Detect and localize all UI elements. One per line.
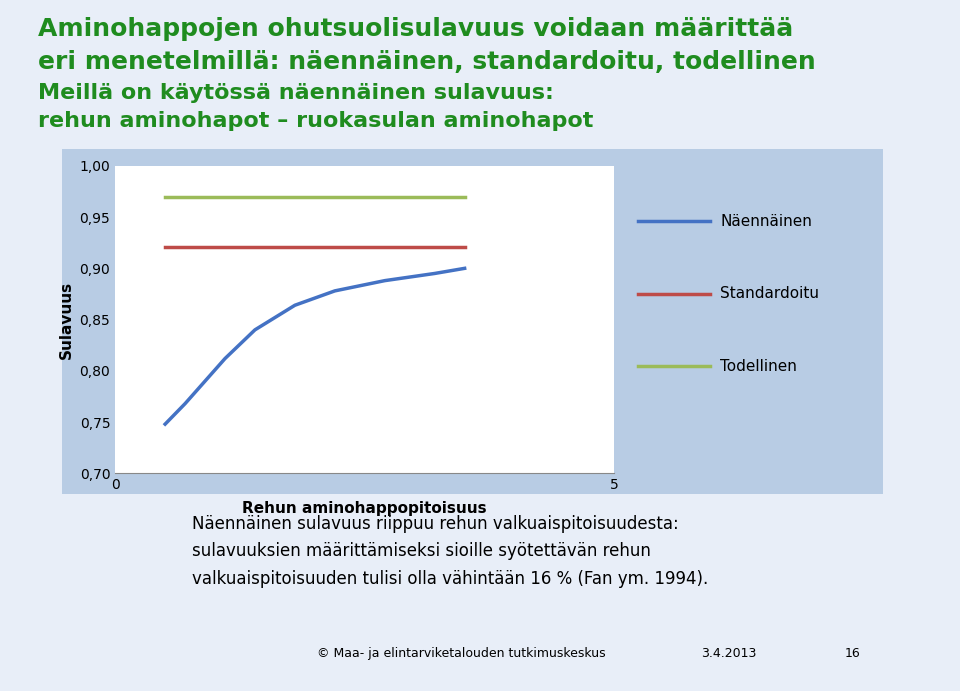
- X-axis label: Rehun aminohappopitoisuus: Rehun aminohappopitoisuus: [243, 500, 487, 515]
- Text: Aminohappojen ohutsuolisulavuus voidaan määrittää: Aminohappojen ohutsuolisulavuus voidaan …: [38, 17, 794, 41]
- Text: 16: 16: [845, 647, 860, 660]
- Text: valkuaispitoisuuden tulisi olla vähintään 16 % (Fan ym. 1994).: valkuaispitoisuuden tulisi olla vähintää…: [192, 570, 708, 588]
- Y-axis label: Sulavuus: Sulavuus: [59, 281, 74, 359]
- Text: rehun aminohapot – ruokasulan aminohapot: rehun aminohapot – ruokasulan aminohapot: [38, 111, 594, 131]
- Text: Näennäinen sulavuus riippuu rehun valkuaispitoisuudesta:: Näennäinen sulavuus riippuu rehun valkua…: [192, 515, 679, 533]
- Text: sulavuuksien määrittämiseksi sioille syötettävän rehun: sulavuuksien määrittämiseksi sioille syö…: [192, 542, 651, 560]
- Text: © Maa- ja elintarviketalouden tutkimuskeskus: © Maa- ja elintarviketalouden tutkimuske…: [317, 647, 606, 660]
- Text: Todellinen: Todellinen: [720, 359, 797, 374]
- Text: eri menetelmillä: näennäinen, standardoitu, todellinen: eri menetelmillä: näennäinen, standardoi…: [38, 50, 816, 74]
- Text: Näennäinen: Näennäinen: [720, 214, 812, 229]
- Text: Standardoitu: Standardoitu: [720, 286, 819, 301]
- Text: Meillä on käytössä näennäinen sulavuus:: Meillä on käytössä näennäinen sulavuus:: [38, 83, 554, 103]
- Text: 3.4.2013: 3.4.2013: [701, 647, 756, 660]
